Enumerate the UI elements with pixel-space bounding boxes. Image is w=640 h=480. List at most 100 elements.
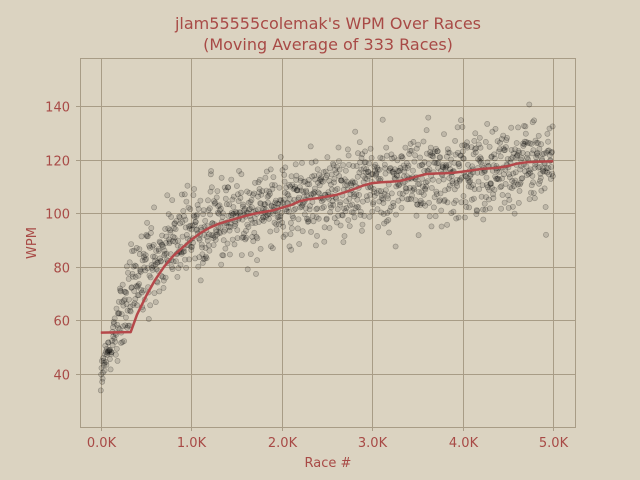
scatter-point [183,264,189,271]
scatter-point [155,246,162,252]
scatter-point [497,184,504,191]
scatter-point [389,169,396,176]
scatter-point [150,253,156,260]
scatter-point [107,356,113,362]
scatter-point [299,201,306,208]
scatter-point [284,190,291,197]
scatter-point [138,289,145,296]
x-tick-label: 3.0K [358,436,388,451]
scatter-point [298,203,305,210]
scatter-point [521,138,528,145]
scatter-point [526,167,532,174]
scatter-point [483,194,489,200]
scatter-point [103,358,109,365]
scatter-point [528,182,535,189]
scatter-point [417,201,424,208]
scatter-point [496,168,503,175]
scatter-point [133,244,140,251]
scatter-point [500,171,507,178]
scatter-point [422,186,429,193]
scatter-point [355,204,362,211]
scatter-point [141,254,147,260]
scatter-point [113,305,120,312]
scatter-point [349,178,356,185]
scatter-point [353,163,360,169]
scatter-point [178,191,185,198]
scatter-point [282,164,289,171]
scatter-point [511,183,517,189]
scatter-point [149,264,155,271]
scatter-point [277,213,284,220]
scatter-point [456,163,463,170]
scatter-point [216,207,223,214]
x-tick-label: 1.0K [177,436,207,451]
scatter-point [253,270,259,277]
scatter-point [190,192,197,198]
scatter-point [380,196,386,203]
scatter-point [257,200,264,207]
scatter-point [387,136,394,143]
scatter-point [127,308,134,315]
scatter-point [102,342,109,349]
scatter-point [375,187,382,194]
scatter-point [473,145,479,152]
y-axis-ticks: 40 60 80 100 120 140 [45,101,80,384]
scatter-point [157,255,163,262]
scatter-point [287,231,294,238]
scatter-point [348,182,354,188]
scatter-point [138,233,145,240]
scatter-point [168,213,174,220]
scatter-point [188,246,195,253]
scatter-point [156,238,163,245]
scatter-point [430,204,437,211]
scatter-point [352,205,359,212]
scatter-point [118,311,125,317]
scatter-point [171,234,178,241]
scatter-point [351,193,358,200]
scatter-point [137,267,143,274]
scatter-point [481,200,488,207]
scatter-point [291,206,297,213]
scatter-point [435,159,442,166]
scatter-point [211,200,218,207]
scatter-point [392,243,399,250]
scatter-point [386,167,393,174]
scatter-point [295,194,302,201]
scatter-point [435,164,441,171]
scatter-point [482,206,489,213]
scatter-point [186,225,193,232]
scatter-point [386,207,393,214]
moving-average-path [100,159,554,334]
scatter-point [429,150,436,157]
scatter-point [294,187,300,193]
scatter-point [395,197,402,204]
scatter-point [315,189,322,196]
scatter-point [423,127,430,134]
scatter-point [336,173,343,179]
scatter-point [533,139,540,146]
scatter-point [149,243,156,250]
scatter-point [432,159,439,166]
scatter-point [124,307,131,314]
scatter-point [191,221,198,228]
scatter-point [206,247,213,254]
scatter-point [331,175,338,182]
scatter-point [373,190,380,196]
scatter-point [518,175,525,182]
scatter-point [383,144,390,151]
scatter-point [538,187,545,194]
scatter-point [441,198,448,205]
scatter-point [433,145,439,152]
scatter-point [180,248,186,255]
scatter-point [474,207,480,214]
scatter-point [226,201,233,208]
x-tick-label: 2.0K [268,436,298,451]
scatter-point [358,227,365,234]
scatter-point [475,156,481,163]
scatter-point [116,310,123,317]
scatter-point [332,166,338,173]
scatter-point [438,207,445,214]
scatter-point [200,211,206,217]
scatter-point [317,176,324,183]
scatter-point [175,265,182,272]
